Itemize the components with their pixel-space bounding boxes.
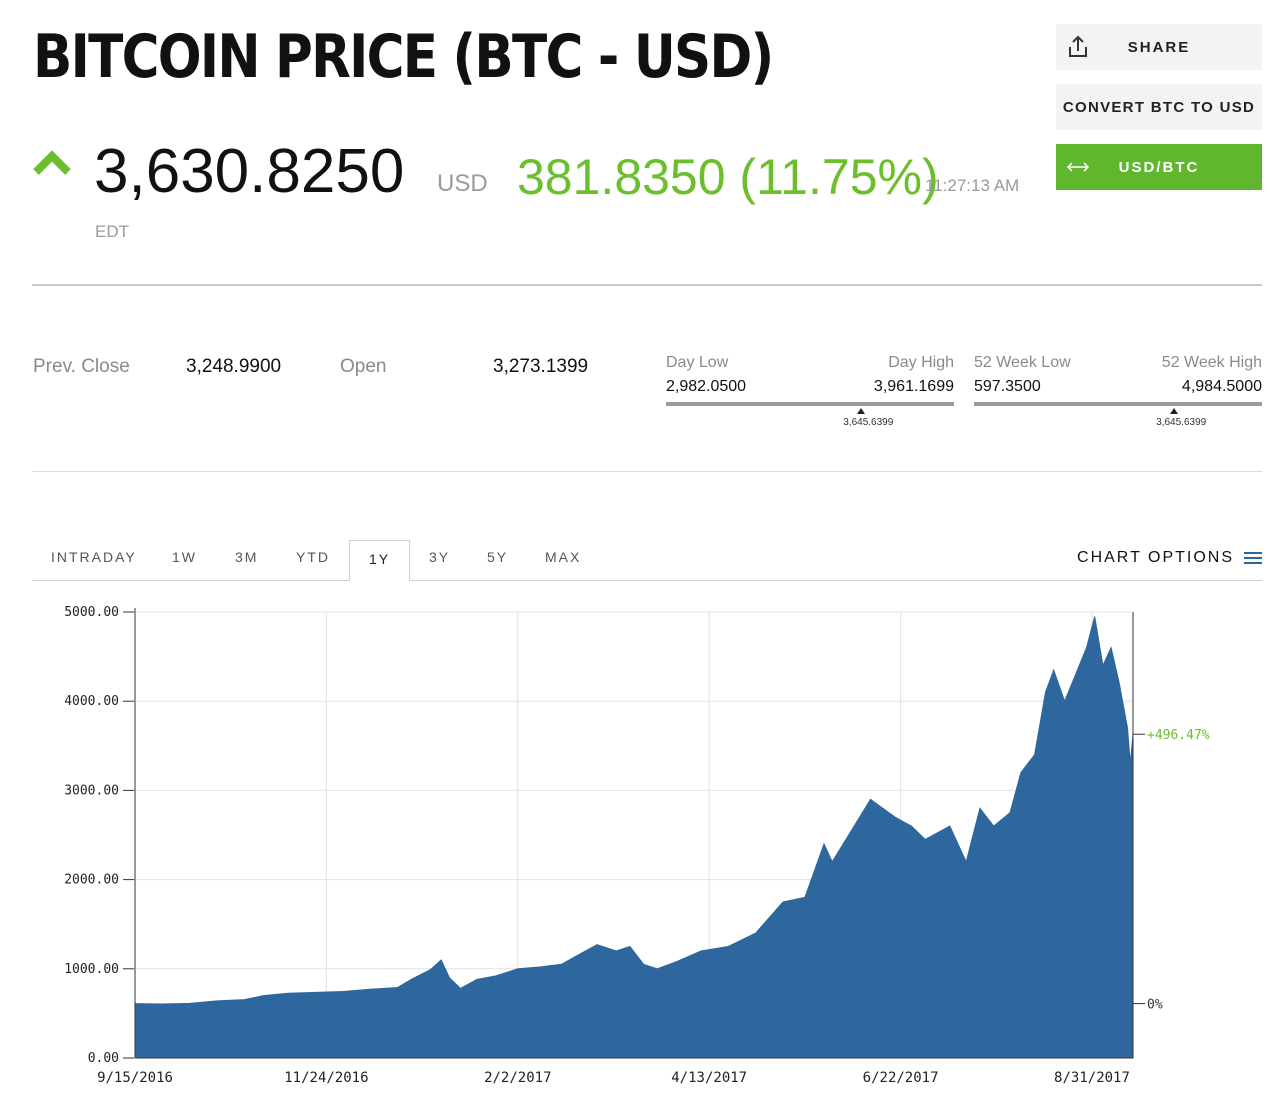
day-high-value: 3,961.1699 [873, 378, 954, 395]
day-range-current: 3,645.6399 [843, 417, 894, 428]
header-divider [32, 284, 1262, 286]
price-area [134, 616, 1134, 1059]
week52-range-marker [1170, 408, 1179, 414]
share-icon [1069, 35, 1087, 57]
week52-range-current: 3,645.6399 [1156, 417, 1207, 428]
week52-high-value: 4,984.5000 [1181, 378, 1262, 395]
chart-options-label: CHART OPTIONS [1077, 549, 1234, 566]
x-tick-label: 9/15/2016 [97, 1070, 173, 1086]
up-arrow-icon [33, 150, 71, 175]
prev-close-label: Prev. Close [33, 356, 130, 377]
share-button[interactable]: SHARE [1056, 24, 1262, 70]
day-high-label: Day High [888, 354, 954, 371]
tab-intraday[interactable]: INTRADAY [51, 549, 137, 565]
quote-timezone: EDT [95, 222, 129, 241]
share-button-label: SHARE [1127, 38, 1191, 56]
price-chart: 0.00 1000.00 2000.00 3000.00 4000.00 5000.00 9… [64, 605, 1210, 1086]
convert-button-label: CONVERT BTC TO USD [1062, 98, 1256, 116]
x-tick-label: 11/24/2016 [284, 1070, 368, 1086]
convert-btc-to-usd-button[interactable]: CONVERT BTC TO USD [1056, 84, 1262, 130]
week52-range: 52 Week Low 52 Week High 597.3500 4,984.… [974, 354, 1262, 434]
y-tick-label: 3000.00 [64, 783, 119, 798]
day-low-value: 2,982.0500 [666, 378, 747, 395]
tab-1y[interactable]: 1Y [349, 540, 411, 581]
stats-divider [32, 471, 1262, 472]
day-low-label: Day Low [666, 354, 729, 371]
tab-ytd[interactable]: YTD [296, 549, 330, 565]
y-tick-label: 2000.00 [64, 873, 119, 888]
tab-1w[interactable]: 1W [172, 549, 197, 565]
tab-3m[interactable]: 3M [235, 549, 259, 565]
week52-low-label: 52 Week Low [974, 354, 1071, 371]
usd-btc-button-label: USD/BTC [1118, 158, 1200, 176]
x-tick-label: 8/31/2017 [1054, 1070, 1130, 1086]
percent-change-label: +496.47% [1147, 728, 1210, 743]
day-range-marker [857, 408, 866, 414]
x-tick-label: 6/22/2017 [863, 1070, 939, 1086]
week52-low-value: 597.3500 [974, 378, 1041, 395]
y-tick-label: 0.00 [88, 1051, 119, 1066]
day-range-bar [666, 402, 954, 406]
y-tick-label: 5000.00 [64, 605, 119, 620]
week52-range-bar [974, 402, 1262, 406]
baseline-percent-label: 0% [1147, 998, 1163, 1013]
tab-max[interactable]: MAX [545, 549, 582, 565]
y-tick-label: 4000.00 [64, 694, 119, 709]
x-tick-label: 2/2/2017 [484, 1070, 551, 1086]
price-change: 381.8350 (11.75%) [517, 149, 939, 205]
week52-high-label: 52 Week High [1161, 354, 1262, 371]
chart-range-tabs: INTRADAY 1W 3M YTD 1Y 3Y 5Y MAX CHART OP… [32, 540, 1262, 581]
chart-options-button[interactable]: CHART OPTIONS [1077, 549, 1262, 567]
current-price: 3,630.8250 [94, 137, 405, 206]
usd-btc-toggle-button[interactable]: USD/BTC [1056, 144, 1262, 190]
tab-5y[interactable]: 5Y [487, 549, 509, 565]
swap-arrows-icon [1066, 162, 1090, 172]
prev-close-value: 3,248.9900 [186, 356, 282, 377]
quote-time: 11:27:13 AM [925, 176, 1020, 195]
open-value: 3,273.1399 [493, 356, 589, 377]
open-label: Open [340, 356, 387, 377]
day-range: Day Low Day High 2,982.0500 3,961.1699 3… [666, 354, 954, 434]
price-currency: USD [437, 170, 488, 197]
tab-3y[interactable]: 3Y [429, 549, 451, 565]
hamburger-menu-icon [1244, 552, 1262, 564]
y-tick-label: 1000.00 [64, 962, 119, 977]
x-tick-label: 4/13/2017 [671, 1070, 747, 1086]
page-title: BITCOIN PRICE (BTC - USD) [33, 22, 774, 92]
